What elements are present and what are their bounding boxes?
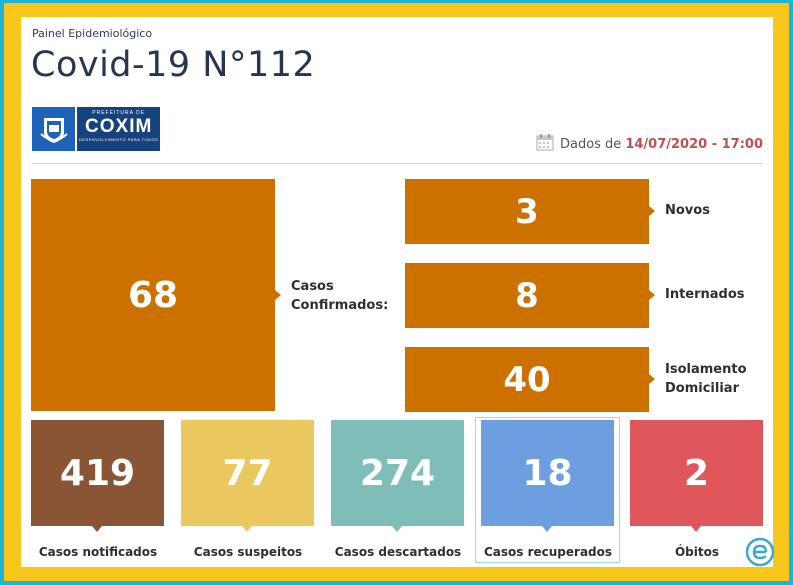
stat-value-notified: 419: [59, 452, 136, 494]
stat-label-discarded: Casos descartados: [334, 545, 462, 559]
stat-pointer-discarded: [392, 526, 402, 532]
confirmed-cases-label: Casos Confirmados:: [291, 277, 388, 315]
stat-card-notified: 419: [31, 420, 164, 532]
stat-value-suspected: 77: [222, 452, 273, 494]
new-cases-label: Novos: [665, 201, 710, 220]
stat-pointer-recovered: [542, 526, 552, 532]
new-cases-pointer: [649, 206, 655, 216]
page-title: Covid-19 N°112: [31, 45, 316, 85]
confirmed-label-line2: Confirmados:: [291, 298, 389, 313]
confirmed-cases-box: 68: [31, 179, 275, 411]
stat-value-deaths: 2: [683, 452, 710, 494]
stat-card-recovered: 18: [481, 420, 614, 532]
logo-wordmark: PREFEITURA DE COXIM DESENVOLVIMENTO PARA…: [77, 107, 160, 151]
home-isolation-label-line1: Isolamento: [665, 362, 747, 377]
logo-line2: COXIM: [85, 116, 153, 137]
home-isolation-label-line2: Domiciliar: [665, 381, 739, 396]
stat-card-discarded: 274: [331, 420, 464, 532]
hospitalized-box: 8: [405, 263, 649, 328]
hospitalized-pointer: [649, 290, 655, 300]
e-watermark-icon: [745, 537, 775, 567]
confirmed-pointer: [275, 290, 281, 300]
hospitalized-label-text: Internados: [665, 287, 745, 302]
stat-value-discarded: 274: [359, 452, 436, 494]
hospitalized-label: Internados: [665, 285, 745, 304]
new-cases-label-text: Novos: [665, 203, 710, 218]
selection-outline: [475, 417, 620, 563]
confirmed-cases-value: 68: [127, 274, 179, 316]
page-subtitle: Painel Epidemiológico: [32, 27, 153, 40]
dashboard-panel: Painel Epidemiológico Covid-19 N°112 PRE…: [21, 17, 773, 567]
home-isolation-box: 40: [405, 347, 649, 412]
stat-label-suspected: Casos suspeitos: [193, 545, 303, 559]
stat-label-recovered: Casos recuperados: [483, 545, 613, 559]
stat-pointer-deaths: [691, 526, 701, 532]
date-value: 14/07/2020 - 17:00: [625, 136, 763, 152]
stat-pointer-notified: [92, 526, 102, 532]
hospitalized-value: 8: [515, 275, 539, 316]
logo-line3: DESENVOLVIMENTO PARA TODOS: [78, 137, 159, 142]
header-divider: [32, 163, 763, 164]
home-isolation-value: 40: [503, 359, 551, 400]
stat-label-deaths: Óbitos: [674, 545, 720, 559]
calendar-icon: [536, 133, 554, 155]
date-prefix: Dados de: [559, 136, 622, 152]
home-isolation-pointer: [649, 374, 655, 384]
stat-card-deaths: 2: [630, 420, 763, 532]
logo-line1: PREFEITURA DE: [92, 110, 146, 116]
coat-of-arms-icon: [32, 107, 76, 151]
stat-card-suspected: 77: [181, 420, 314, 532]
data-date: Dados de 14/07/2020 - 17:00: [536, 133, 763, 155]
prefeitura-coxim-logo: PREFEITURA DE COXIM DESENVOLVIMENTO PARA…: [32, 107, 160, 151]
stat-label-notified: Casos notificados: [38, 545, 158, 559]
stat-pointer-suspected: [242, 526, 252, 532]
yellow-frame: Painel Epidemiológico Covid-19 N°112 PRE…: [4, 3, 789, 581]
new-cases-box: 3: [405, 179, 649, 244]
home-isolation-label: Isolamento Domiciliar: [665, 360, 747, 398]
stat-value-recovered: 18: [522, 452, 573, 494]
new-cases-value: 3: [515, 191, 539, 232]
confirmed-label-line1: Casos: [291, 279, 334, 294]
